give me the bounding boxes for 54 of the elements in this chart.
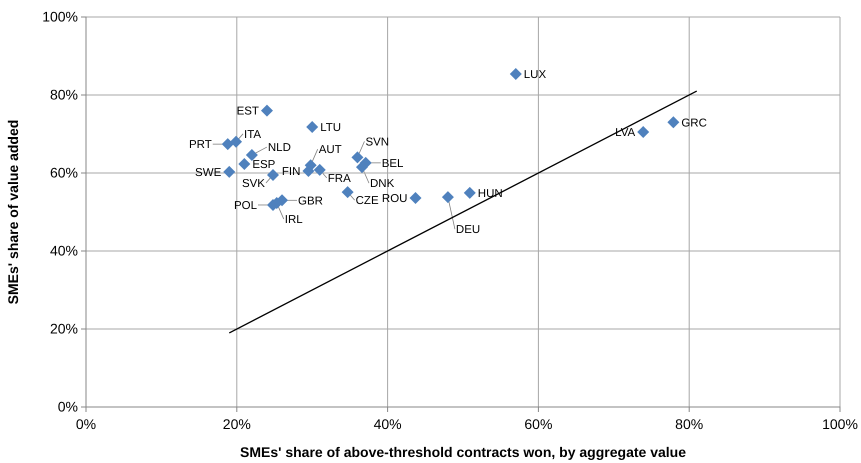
series-label: AUT [318, 144, 342, 156]
point [510, 68, 522, 80]
series-label: POL [234, 200, 258, 212]
point [222, 138, 234, 150]
series-label: ITA [244, 128, 262, 141]
y-tick-label: 40% [50, 242, 78, 258]
y-tick-label: 60% [50, 164, 78, 180]
point [351, 151, 364, 164]
series-label: SVN [365, 136, 390, 148]
point [667, 116, 680, 128]
series-label: LVA [615, 127, 636, 140]
series-label: LUX [524, 68, 546, 81]
x-tick-label: 100% [822, 416, 858, 432]
x-tick-label: 80% [675, 416, 704, 432]
y-axis-title: SMEs' share of value added [5, 120, 21, 304]
series-label: PRT [188, 139, 212, 152]
series-label: FRA [328, 172, 352, 185]
point [314, 164, 326, 176]
y-tick-label: 100% [42, 8, 78, 24]
point [260, 104, 273, 117]
series-label: IRL [284, 214, 304, 226]
series-label: DEU [456, 224, 480, 236]
point [246, 149, 258, 162]
series-label: SVK [242, 178, 266, 190]
point [410, 192, 422, 204]
point [230, 136, 242, 148]
series-label: NLD [268, 142, 291, 154]
series-label: ROU [382, 192, 408, 205]
y-tick-label: 80% [50, 86, 78, 102]
series-label: CZE [356, 195, 379, 208]
x-axis-title: SMEs' share of above-threshold contracts won, by aggregate value [240, 444, 686, 460]
point [223, 166, 236, 178]
point [637, 126, 650, 138]
series-label: SWE [195, 166, 222, 179]
point [464, 186, 476, 199]
y-tick-label: 20% [50, 320, 78, 336]
point [266, 168, 279, 181]
series-label: BEL [382, 158, 404, 170]
series-label: GBR [298, 195, 323, 208]
point [306, 120, 318, 133]
x-tick-label: 20% [222, 416, 251, 432]
point [442, 191, 454, 204]
x-tick-label: 0% [76, 416, 96, 432]
x-tick-label: 60% [524, 416, 552, 432]
point [342, 186, 354, 198]
series-label: FIN [282, 166, 300, 178]
series-label: DNK [370, 178, 395, 190]
x-tick-label: 40% [374, 416, 402, 432]
series-label: ESP [252, 159, 276, 172]
series-label: GRC [681, 117, 707, 130]
point [238, 158, 250, 170]
y-tick-label: 0% [58, 398, 78, 414]
series-label: LTU [320, 122, 342, 134]
series-label: EST [236, 106, 259, 118]
